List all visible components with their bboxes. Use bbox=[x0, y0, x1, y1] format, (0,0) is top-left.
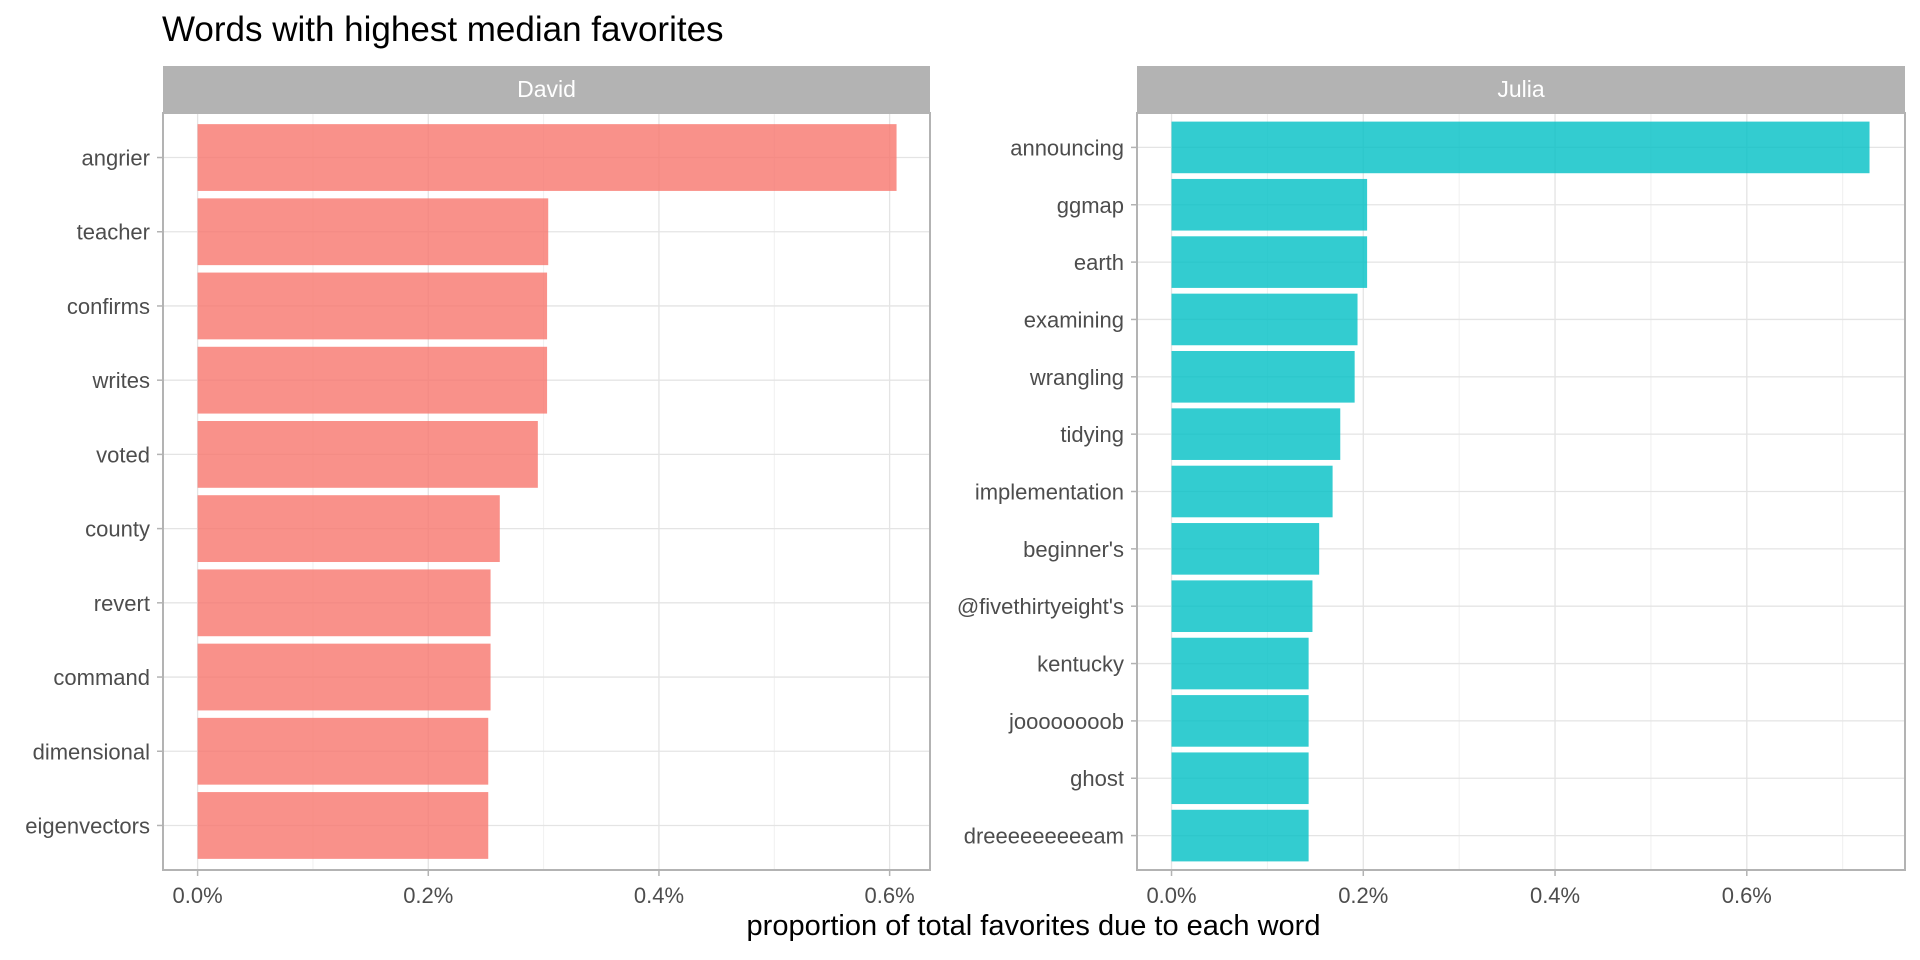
y-tick-label: ghost bbox=[1070, 766, 1124, 791]
y-tick-label: earth bbox=[1074, 250, 1124, 275]
y-tick-label: eigenvectors bbox=[25, 813, 150, 838]
y-tick-label: command bbox=[53, 665, 150, 690]
bar-julia-1 bbox=[1171, 178, 1368, 231]
bar-david-5 bbox=[197, 495, 500, 563]
y-tick-label: joooooooob bbox=[1008, 709, 1124, 734]
y-tick-label: announcing bbox=[1010, 135, 1124, 160]
bar-julia-5 bbox=[1171, 408, 1341, 460]
x-tick-label: 0.6% bbox=[865, 883, 915, 908]
bar-julia-10 bbox=[1171, 695, 1309, 747]
bar-david-3 bbox=[197, 346, 548, 414]
bar-julia-12 bbox=[1171, 809, 1309, 862]
y-tick-label: revert bbox=[94, 591, 150, 616]
chart-title: Words with highest median favorites bbox=[162, 10, 724, 49]
x-tick-label: 0.2% bbox=[1338, 883, 1388, 908]
bar-julia-6 bbox=[1171, 465, 1333, 518]
y-tick-label: kentucky bbox=[1037, 652, 1124, 677]
bar-david-9 bbox=[197, 792, 489, 859]
y-tick-label: beginner's bbox=[1023, 537, 1124, 562]
facet-strip bbox=[163, 66, 930, 112]
x-tick-label: 0.0% bbox=[173, 883, 223, 908]
y-tick-label: @fivethirtyeight's bbox=[957, 594, 1124, 619]
bar-julia-8 bbox=[1171, 580, 1313, 633]
bar-david-1 bbox=[197, 198, 549, 266]
y-tick-label: confirms bbox=[67, 294, 150, 319]
bar-julia-9 bbox=[1171, 637, 1309, 690]
y-tick-label: ggmap bbox=[1057, 193, 1124, 218]
bar-david-4 bbox=[197, 420, 538, 488]
y-tick-label: voted bbox=[96, 442, 150, 467]
bar-julia-11 bbox=[1171, 752, 1309, 805]
facet-label: David bbox=[517, 76, 576, 102]
bar-david-2 bbox=[197, 272, 548, 340]
x-tick-label: 0.0% bbox=[1146, 883, 1196, 908]
y-tick-label: dreeeeeeeeeam bbox=[964, 824, 1124, 849]
x-tick-label: 0.6% bbox=[1722, 883, 1772, 908]
bar-julia-2 bbox=[1171, 236, 1368, 288]
x-tick-label: 0.4% bbox=[1530, 883, 1580, 908]
bar-julia-4 bbox=[1171, 350, 1355, 403]
x-tick-label: 0.4% bbox=[634, 883, 684, 908]
bar-david-7 bbox=[197, 643, 491, 711]
bar-julia-0 bbox=[1171, 121, 1870, 174]
bar-julia-7 bbox=[1171, 523, 1320, 575]
y-tick-label: dimensional bbox=[33, 739, 150, 764]
x-tick-label: 0.2% bbox=[403, 883, 453, 908]
y-tick-label: angrier bbox=[82, 146, 150, 171]
y-tick-label: county bbox=[85, 517, 150, 542]
facet-strip bbox=[1137, 66, 1905, 112]
bar-david-6 bbox=[197, 569, 491, 637]
y-tick-label: teacher bbox=[77, 220, 150, 245]
y-tick-label: examining bbox=[1024, 307, 1124, 332]
bar-david-8 bbox=[197, 717, 489, 785]
bar-david-0 bbox=[197, 124, 897, 191]
y-tick-label: wrangling bbox=[1029, 365, 1124, 390]
facet-label: Julia bbox=[1497, 76, 1545, 102]
y-tick-label: implementation bbox=[975, 480, 1124, 505]
y-tick-label: tidying bbox=[1060, 422, 1124, 447]
bar-julia-3 bbox=[1171, 293, 1358, 346]
y-tick-label: writes bbox=[92, 368, 150, 393]
x-axis-label: proportion of total favorites due to eac… bbox=[746, 910, 1321, 942]
panel-border bbox=[162, 112, 931, 871]
